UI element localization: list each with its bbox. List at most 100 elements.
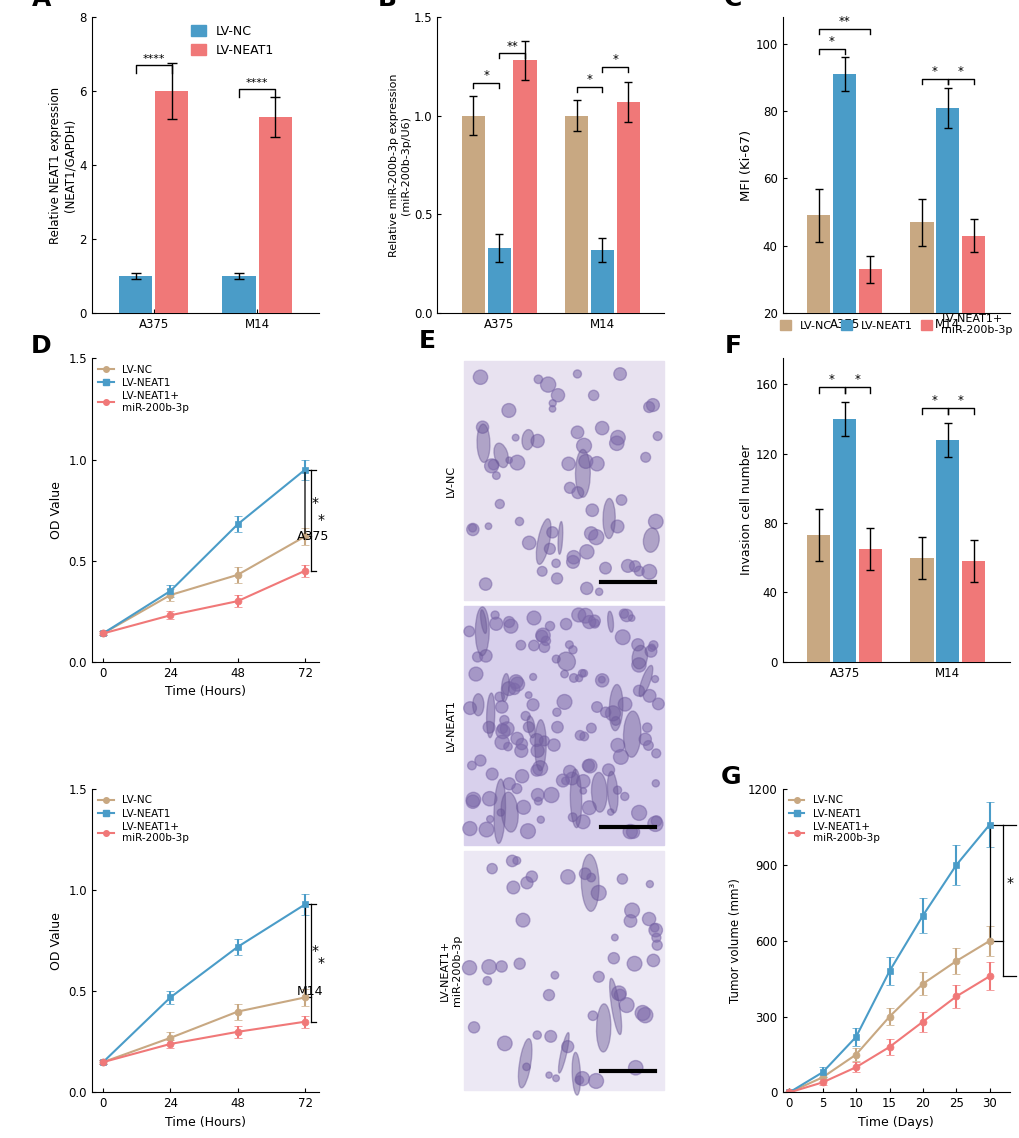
Point [491,495,507,513]
Point [513,742,529,760]
Point [647,815,663,833]
Point [583,868,599,887]
Point [461,622,477,641]
Point [465,793,481,811]
Point [483,456,499,475]
Ellipse shape [522,429,533,450]
Y-axis label: Tumor volume (mm³): Tumor volume (mm³) [729,879,742,1004]
Ellipse shape [475,607,489,655]
Point [528,731,544,749]
Point [645,951,661,970]
Point [493,957,510,975]
Point [544,399,560,418]
Point [643,638,659,657]
Point [472,368,488,386]
Point [604,704,621,723]
Point [484,765,500,783]
Bar [222,277,256,313]
Point [521,534,537,552]
Point [500,679,517,698]
Text: ****: **** [143,55,165,65]
Point [575,773,591,791]
Point [529,742,545,760]
Ellipse shape [486,693,494,737]
Point [543,786,559,805]
Point [477,575,493,593]
Point [647,512,663,530]
Point [612,490,629,509]
Point [486,605,502,624]
Text: E: E [419,329,435,353]
Point [565,553,581,571]
Point [649,427,665,445]
Bar [833,74,855,380]
Text: *: * [483,69,489,82]
Point [468,665,484,683]
Point [492,803,508,822]
Point [507,429,524,447]
Point [481,958,497,976]
Point [515,798,531,816]
Point [631,562,647,580]
Point [500,613,517,632]
Point [631,803,647,822]
Text: C: C [722,0,741,11]
Point [588,528,604,546]
Point [608,435,625,453]
Point [518,1057,534,1075]
Bar [155,91,189,313]
Point [505,679,522,698]
Point [493,733,510,751]
Point [583,719,599,737]
Point [530,370,546,388]
Text: LV-NEAT1: LV-NEAT1 [445,700,455,751]
Point [487,615,503,633]
Point [605,949,622,967]
Point [571,669,587,687]
Point [508,675,525,693]
Ellipse shape [534,719,546,770]
Point [500,775,517,793]
Point [584,1007,600,1025]
Point [590,967,606,986]
Point [566,669,582,687]
X-axis label: Time (Days): Time (Days) [857,1116,933,1129]
Point [614,628,631,646]
Point [464,519,480,537]
Point [616,787,633,806]
Ellipse shape [643,528,658,552]
Point [608,781,625,799]
Point [580,757,596,775]
Ellipse shape [596,1004,610,1052]
Bar [616,102,639,313]
Point [462,699,478,717]
Point [508,453,525,471]
Bar [565,116,588,313]
Point [541,539,557,558]
Bar [858,550,881,662]
Ellipse shape [500,792,518,832]
Point [615,604,632,622]
Bar [464,607,663,844]
Point [570,484,586,502]
Point [465,520,481,538]
Point [461,958,477,976]
Point [548,569,565,587]
Ellipse shape [493,443,507,468]
Ellipse shape [591,773,606,813]
X-axis label: Time (Hours): Time (Hours) [165,1116,246,1129]
Point [622,912,638,930]
Point [618,607,634,625]
Y-axis label: OD Value: OD Value [50,481,63,539]
Point [483,859,499,877]
Point [529,1026,545,1045]
Point [641,686,657,704]
Point [629,636,645,654]
Bar [806,215,829,380]
Text: *: * [586,73,592,86]
Point [561,479,578,497]
Point [641,875,657,893]
Point [479,972,495,990]
Point [576,665,592,683]
Text: *: * [1006,875,1013,890]
